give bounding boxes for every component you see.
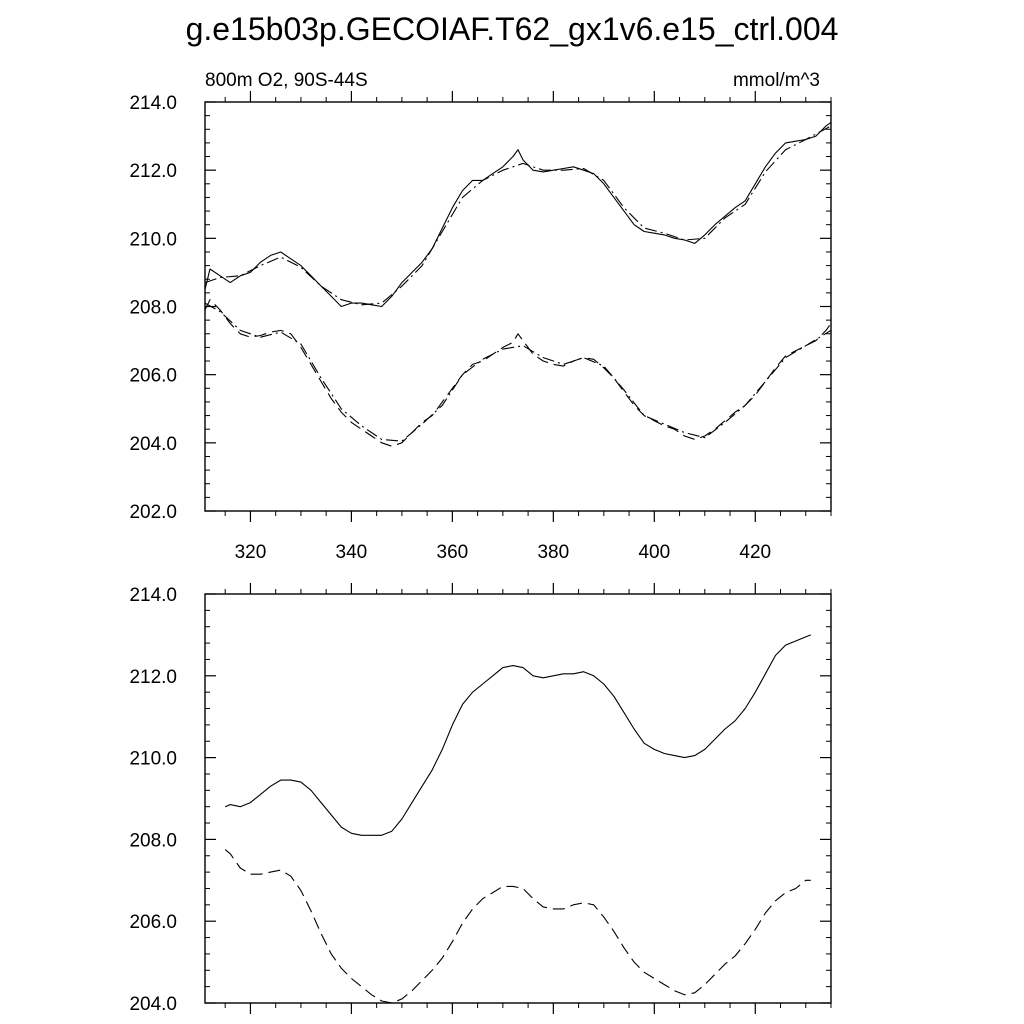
x-tick-label: 380 (537, 542, 569, 563)
y-tick-label: 206.0 (129, 912, 177, 933)
series-line-1 (204, 125, 832, 306)
y-tick-label: 210.0 (129, 749, 177, 770)
top-panel-ticks: 202.0 204.0 206.0 208.0 210.0 212.0 214.0 320 34… (129, 91, 832, 563)
series-line-2 (204, 299, 832, 447)
series-line-0 (224, 634, 812, 836)
x-tick-label: 340 (336, 542, 368, 563)
bottom-panel-lines (224, 634, 812, 1004)
panel-left-label: 800m O2, 90S-44S (205, 70, 368, 91)
top-panel-lines (204, 121, 832, 447)
y-tick-label: 212.0 (129, 161, 177, 182)
top-panel: 800m O2, 90S-44S mmol/m^3 202.0 204.0 206.… (129, 70, 832, 563)
bottom-panel-ticks: 204.0 206.0 208.0 210.0 212.0 214.0 (129, 583, 832, 1015)
series-line-0 (204, 121, 832, 308)
panel-units-label: mmol/m^3 (733, 70, 820, 91)
bottom-panel-frame (204, 593, 832, 1004)
y-tick-label: 202.0 (129, 502, 177, 523)
y-tick-label: 208.0 (129, 298, 177, 319)
y-tick-label: 214.0 (129, 585, 177, 606)
series-line-3 (204, 302, 832, 442)
y-tick-label: 204.0 (129, 434, 177, 455)
series-line-1 (224, 849, 811, 1004)
y-tick-label: 212.0 (129, 667, 177, 688)
y-tick-label: 204.0 (129, 994, 177, 1015)
x-tick-label: 320 (235, 542, 267, 563)
y-tick-label: 214.0 (129, 93, 177, 114)
x-tick-label: 420 (739, 542, 771, 563)
y-tick-label: 210.0 (129, 229, 177, 250)
x-tick-label: 400 (638, 542, 670, 563)
x-tick-label: 360 (437, 542, 469, 563)
figure-title: g.e15b03p.GECOIAF.T62_gx1v6.e15_ctrl.004 (186, 11, 839, 47)
bottom-panel: 204.0 206.0 208.0 210.0 212.0 214.0 (129, 583, 832, 1015)
y-tick-label: 208.0 (129, 830, 177, 851)
top-panel-frame (204, 101, 832, 512)
y-tick-label: 206.0 (129, 366, 177, 387)
